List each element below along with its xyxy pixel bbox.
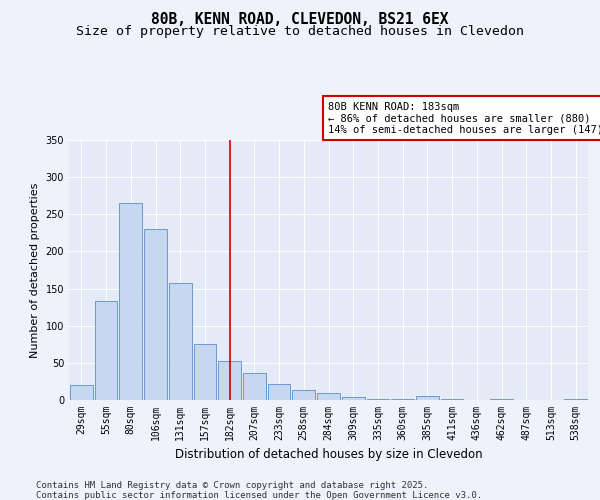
Bar [144, 229, 167, 400]
Bar [218, 360, 241, 400]
Bar [119, 203, 142, 400]
Bar [342, 397, 365, 400]
Bar [268, 384, 290, 400]
Text: 80B KENN ROAD: 183sqm
← 86% of detached houses are smaller (880)
14% of semi-det: 80B KENN ROAD: 183sqm ← 86% of detached … [329, 102, 600, 135]
Bar [95, 301, 118, 400]
Bar [70, 385, 93, 400]
Y-axis label: Number of detached properties: Number of detached properties [30, 182, 40, 358]
Text: Size of property relative to detached houses in Clevedon: Size of property relative to detached ho… [76, 25, 524, 38]
Text: Contains HM Land Registry data © Crown copyright and database right 2025.: Contains HM Land Registry data © Crown c… [36, 481, 428, 490]
Bar [243, 372, 266, 400]
X-axis label: Distribution of detached houses by size in Clevedon: Distribution of detached houses by size … [175, 448, 482, 462]
Bar [194, 344, 216, 400]
Bar [416, 396, 439, 400]
Bar [292, 390, 315, 400]
Text: 80B, KENN ROAD, CLEVEDON, BS21 6EX: 80B, KENN ROAD, CLEVEDON, BS21 6EX [151, 12, 449, 28]
Bar [317, 394, 340, 400]
Text: Contains public sector information licensed under the Open Government Licence v3: Contains public sector information licen… [36, 491, 482, 500]
Bar [169, 282, 191, 400]
